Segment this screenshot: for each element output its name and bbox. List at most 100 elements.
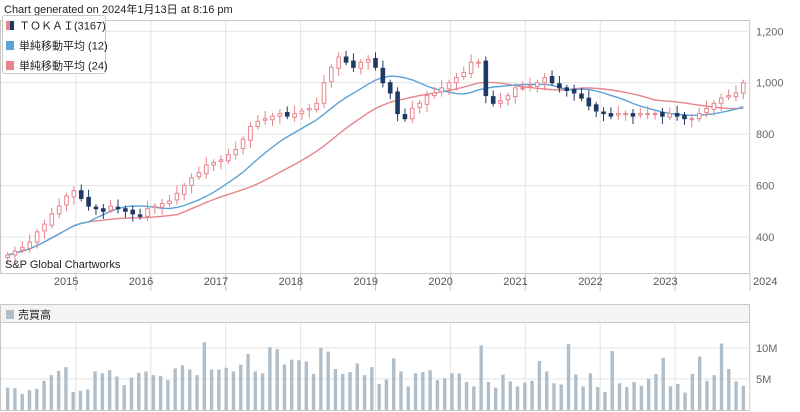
candle-body: [402, 114, 408, 120]
volume-bar: [64, 367, 68, 410]
candle-body: [123, 208, 128, 212]
source-label: S&P Global Chartworks: [5, 259, 121, 271]
candle: [255, 115, 261, 130]
candle-body: [542, 77, 547, 84]
candle-body: [233, 149, 239, 156]
candle: [336, 52, 342, 77]
volume-bar: [355, 363, 359, 410]
candle-body: [645, 113, 650, 116]
volume-bar: [574, 374, 578, 410]
volume-bar: [727, 368, 731, 410]
candle: [159, 198, 165, 215]
candle: [432, 86, 437, 99]
legend-item-ma12[interactable]: 単純移動平均 (12): [6, 39, 108, 53]
candle: [314, 97, 319, 113]
candle-body: [365, 59, 371, 63]
volume-bar: [180, 365, 185, 410]
candle-body: [329, 66, 334, 83]
legend-item-ma24[interactable]: 単純移動平均 (24): [6, 59, 108, 73]
candle: [409, 100, 415, 124]
candle: [306, 103, 312, 118]
volume-bar: [734, 381, 738, 410]
volume-bar: [56, 370, 61, 410]
candle: [240, 136, 246, 155]
candle: [542, 72, 547, 91]
candle: [564, 84, 570, 97]
candle-body: [49, 213, 55, 226]
candle-body: [387, 82, 393, 94]
candle-body: [101, 208, 106, 212]
volume-bar: [421, 372, 425, 410]
candle-body: [564, 87, 570, 91]
volume-bar: [472, 386, 476, 410]
volume-bar: [173, 368, 177, 410]
candle: [343, 50, 349, 66]
price-y-tick-label: 1,000: [756, 78, 784, 90]
volume-bar: [581, 386, 585, 410]
volume-bar: [384, 379, 389, 410]
volume-bar: [158, 375, 163, 410]
volume-bar: [479, 345, 483, 410]
volume-bar: [129, 377, 134, 410]
volume-bar: [93, 371, 97, 410]
candle-body: [527, 84, 533, 88]
volume-bar: [705, 380, 709, 410]
candle: [204, 157, 209, 179]
candle-body: [218, 159, 224, 162]
candle: [270, 113, 275, 126]
volume-bar: [544, 371, 549, 410]
candle-body: [12, 250, 18, 256]
candle-body: [189, 177, 194, 187]
candle-body: [211, 161, 216, 166]
volume-bar: [319, 347, 323, 410]
legend-item-price[interactable]: ＴＯＫＡＩ(3167): [6, 21, 106, 33]
candle-body: [240, 138, 246, 150]
candle: [667, 107, 673, 121]
candle: [277, 108, 283, 124]
volume-bar: [493, 387, 498, 410]
volume-bar: [450, 373, 454, 410]
candle-body: [321, 82, 327, 104]
candle-body: [196, 172, 202, 178]
volume-bar: [362, 375, 367, 410]
candle-body: [204, 164, 209, 175]
volume-bar: [71, 391, 75, 410]
volume-bar: [5, 387, 10, 410]
candle: [226, 148, 231, 164]
candle-body: [630, 113, 636, 117]
candle: [284, 106, 290, 120]
candle-body: [284, 112, 290, 117]
volume-bar: [697, 356, 702, 410]
legend-swatch-ma24: [6, 61, 14, 70]
candle: [741, 79, 746, 100]
candle: [689, 114, 695, 128]
candle-body: [159, 203, 165, 208]
candle-body: [27, 241, 33, 249]
candle: [417, 100, 422, 114]
candle: [557, 76, 562, 93]
volume-bar: [559, 384, 563, 410]
x-tick-label: 2016: [129, 276, 153, 288]
candle: [373, 52, 378, 71]
candle-body: [20, 246, 25, 251]
volume-bar: [188, 369, 192, 410]
generated-note: Chart generated on 2024年1月13日 at 8:16 pm: [4, 4, 233, 16]
candle-body: [5, 254, 10, 259]
volume-bar: [268, 347, 272, 410]
candle-body: [505, 95, 511, 101]
volume-legend-swatch: [6, 310, 14, 319]
candle: [49, 207, 55, 229]
candle-body: [733, 92, 739, 98]
volume-y-tick-label: 5M: [756, 374, 771, 386]
volume-bar: [151, 375, 156, 410]
candle-body: [718, 97, 724, 104]
volume-bar: [428, 370, 432, 410]
candle-body: [557, 83, 562, 89]
candle-body: [174, 192, 180, 201]
volume-bar: [239, 364, 243, 410]
candle: [365, 54, 371, 70]
candle: [674, 105, 680, 121]
volume-bar: [253, 371, 258, 410]
candle: [12, 246, 18, 263]
